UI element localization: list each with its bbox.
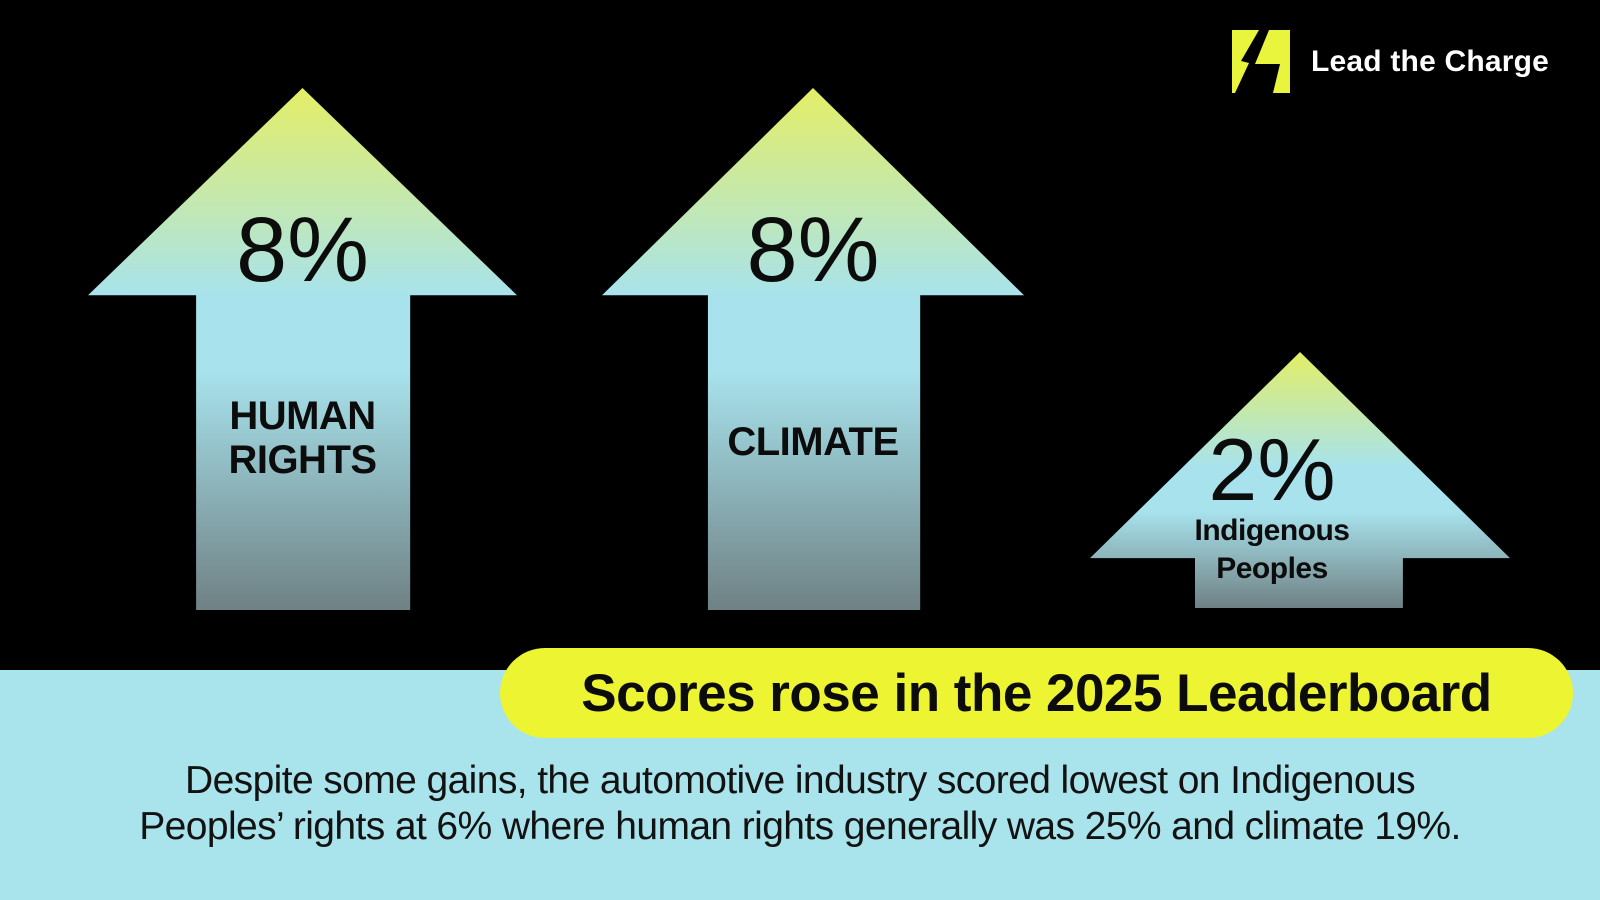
arrow-climate: 8% CLIMATE (602, 88, 1024, 610)
headline-text: Scores rose in the 2025 Leaderboard (581, 663, 1492, 723)
label-line: CLIMATE (727, 420, 899, 464)
label-line: Indigenous (1194, 514, 1351, 547)
arrow-human-rights: 8% HUMAN RIGHTS (88, 88, 517, 610)
human-rights-value: 8% (236, 199, 369, 301)
lightning-bolt-icon (1232, 30, 1290, 93)
label-line: HUMAN (229, 394, 376, 438)
arrow-indigenous-peoples: 2% Indigenous Peoples (1090, 352, 1510, 608)
human-rights-label: HUMAN RIGHTS (88, 394, 517, 482)
label-line: Peoples (1216, 552, 1328, 585)
climate-value: 8% (746, 199, 880, 301)
indigenous-peoples-label: Indigenous Peoples (1090, 512, 1482, 588)
climate-label: CLIMATE (602, 420, 1024, 464)
brand-name: Lead the Charge (1311, 44, 1550, 78)
headline-banner: Scores rose in the 2025 Leaderboard (500, 648, 1573, 738)
brand-logo: Lead the Charge (1232, 30, 1549, 93)
caption-line-2: Peoples’ rights at 6% where human rights… (139, 805, 1461, 848)
label-line: RIGHTS (228, 438, 377, 482)
caption-line-1: Despite some gains, the automotive indus… (185, 759, 1416, 802)
indigenous-peoples-value: 2% (1208, 420, 1336, 519)
caption-paragraph: Despite some gains, the automotive indus… (0, 758, 1600, 850)
